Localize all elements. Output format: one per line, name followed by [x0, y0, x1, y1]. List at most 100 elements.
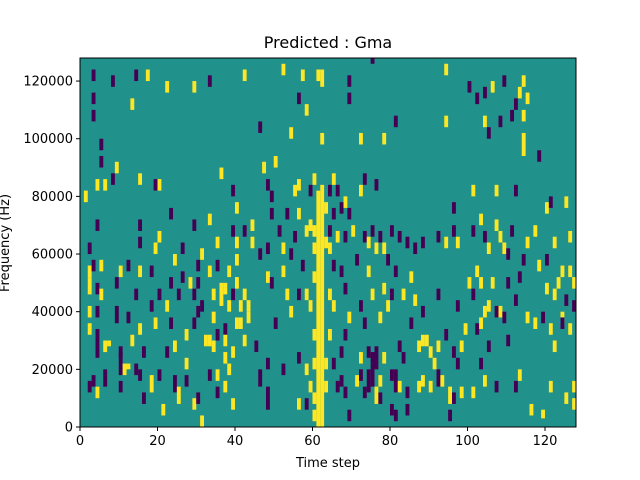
heatmap-cell [320, 184, 325, 427]
heatmap-cell [452, 392, 456, 404]
heatmap-cell [269, 190, 274, 203]
heatmap-cell [223, 282, 228, 295]
heatmap-cell [401, 288, 406, 301]
heatmap-cell [421, 236, 425, 249]
x-tick-label: 80 [382, 434, 399, 449]
heatmap-cell [552, 236, 557, 249]
heatmap-cell [328, 328, 332, 341]
heatmap-cell [107, 340, 112, 347]
heatmap-cell [258, 121, 263, 133]
heatmap-cell [552, 340, 557, 353]
heatmap-cell [444, 63, 449, 76]
heatmap-cell [328, 225, 332, 237]
heatmap-cell [401, 352, 406, 364]
heatmap-cell [103, 340, 108, 353]
heatmap-cell [266, 271, 270, 283]
heatmap-cell [436, 340, 441, 353]
heatmap-cell [130, 334, 135, 347]
heatmap-cell [289, 127, 294, 139]
heatmap-cell [548, 380, 553, 393]
heatmap-cell [192, 81, 197, 93]
heatmap-cell [347, 409, 352, 422]
heatmap-cell [335, 184, 340, 197]
heatmap-cell [184, 375, 189, 387]
heatmap-cell [250, 236, 255, 249]
x-axis: 0 20 40 60 80 100 120 [76, 427, 558, 449]
heatmap-cell [281, 363, 286, 376]
heatmap-cell [231, 346, 236, 358]
heatmap-cell [297, 352, 301, 364]
heatmap-cell [463, 323, 468, 335]
heatmap-cell [494, 380, 499, 393]
heatmap-cell [502, 242, 507, 255]
heatmap-cell [471, 386, 476, 399]
heatmap-cell [281, 242, 286, 255]
heatmap-cell [285, 288, 290, 301]
heatmap-cell [103, 179, 108, 191]
heatmap-cell [293, 230, 298, 243]
y-tick-label: 60000 [32, 248, 73, 263]
heatmap-cell [428, 346, 433, 358]
heatmap-cell [545, 254, 549, 266]
heatmap-cell [390, 288, 394, 301]
heatmap-cell [440, 375, 445, 387]
heatmap-cell [498, 305, 503, 318]
heatmap-cell [455, 236, 460, 249]
heatmap-cell [366, 265, 371, 278]
heatmap-cell [405, 403, 410, 416]
heatmap-cell [169, 207, 174, 220]
heatmap-cell [196, 305, 201, 318]
heatmap-cell [378, 230, 383, 243]
heatmap-cell [95, 219, 100, 231]
heatmap-cell [312, 357, 317, 370]
heatmap-cell [273, 156, 278, 168]
heatmap-cell [556, 277, 561, 289]
y-tick-label: 0 [65, 421, 73, 436]
heatmap-cell [386, 300, 391, 312]
heatmap-cell [312, 225, 317, 237]
heatmap-cell [134, 363, 139, 376]
heatmap-cell [521, 254, 526, 266]
heatmap-cell [149, 265, 154, 278]
heatmap-cell [126, 259, 131, 272]
heatmap-cell [111, 173, 115, 185]
heatmap-cell [514, 98, 518, 110]
heatmap-cell [467, 277, 472, 289]
heatmap-cell [173, 254, 177, 266]
heatmap-cell [87, 277, 92, 295]
heatmap-cell [118, 346, 123, 358]
heatmap-cell [269, 207, 274, 220]
heatmap-cell [184, 328, 189, 341]
heatmap-cell [207, 369, 212, 381]
heatmap-cell [347, 207, 352, 220]
heatmap-cell [421, 334, 425, 347]
heatmap-cell [537, 150, 542, 162]
heatmap-cell [359, 184, 363, 197]
heatmap-cell [204, 334, 208, 347]
heatmap-cell [223, 380, 228, 393]
heatmap-cell [153, 179, 158, 191]
heatmap-cell [397, 340, 402, 353]
x-tick-label: 120 [533, 434, 558, 449]
heatmap-cell [138, 323, 143, 335]
heatmap-cell [149, 375, 154, 393]
plot-frame [79, 57, 577, 428]
x-axis-label: Time step [295, 456, 360, 471]
heatmap-cell [494, 305, 499, 318]
heatmap-cell [564, 294, 569, 306]
heatmap-cell [242, 334, 247, 347]
heatmap-cell [568, 265, 573, 278]
heatmap-cell [393, 369, 398, 393]
heatmap-cell [483, 230, 487, 243]
heatmap-cell [328, 184, 332, 197]
heatmap-cell [397, 380, 402, 393]
heatmap-cell [506, 248, 511, 260]
heatmap-cell [382, 282, 387, 295]
heatmap-cell [300, 259, 305, 272]
heatmap-cell [231, 225, 236, 237]
heatmap-cell [568, 230, 573, 243]
heatmap-cell [448, 386, 453, 404]
heatmap-cell [262, 161, 267, 174]
heatmap-cell [382, 242, 387, 255]
heatmap-cell [192, 398, 197, 410]
